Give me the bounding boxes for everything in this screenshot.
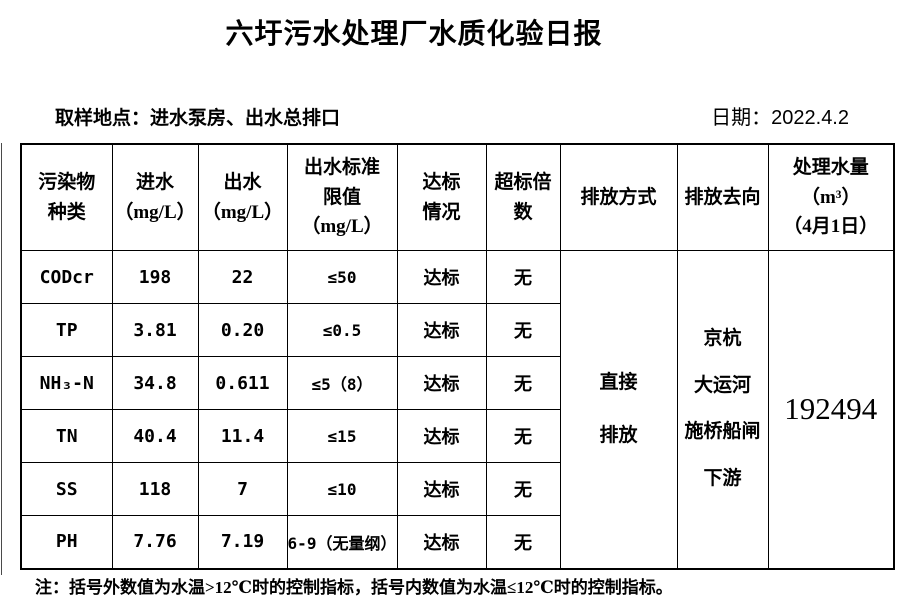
table-row-ph: PH 7.76 7.19 6-9（无量纲） 达标 无 bbox=[20, 515, 894, 569]
table-header-row: 污染物 种类 进水 （mg/L） 出水 （mg/L） 出水标准 限值 （mg/L… bbox=[20, 143, 895, 251]
limit-value: ≤5（8） bbox=[286, 356, 398, 410]
pollutant-name: CODcr bbox=[20, 250, 113, 304]
table-row-tn: TN 40.4 11.4 ≤15 达标 无 bbox=[20, 409, 894, 463]
table-row-ss: SS 118 7 ≤10 达标 无 bbox=[20, 462, 894, 516]
page-title: 六圩污水处理厂水质化验日报 bbox=[225, 19, 603, 50]
col-header-exceed-multiple: 超标倍 数 bbox=[485, 143, 561, 251]
limit-value: 6-9（无量纲） bbox=[286, 515, 398, 569]
exceed-value: 无 bbox=[485, 462, 561, 516]
influent-value: 40.4 bbox=[111, 409, 199, 463]
compliance-value: 达标 bbox=[396, 462, 487, 516]
compliance-value: 达标 bbox=[396, 409, 487, 463]
col-header-discharge-dest: 排放去向 bbox=[676, 143, 769, 251]
report-date: 日期：2022.4.2 bbox=[711, 107, 849, 129]
influent-value: 198 bbox=[111, 250, 199, 304]
discharge-destination-cell: 京杭 大运河 施桥船闸 下游 bbox=[676, 250, 769, 569]
col-header-influent: 进水 （mg/L） bbox=[111, 143, 199, 251]
effluent-value: 11.4 bbox=[197, 409, 288, 463]
col-header-pollutant-type: 污染物 种类 bbox=[20, 143, 113, 251]
treated-volume-cell: 192494 bbox=[767, 250, 895, 569]
effluent-value: 7.19 bbox=[197, 515, 288, 569]
discharge-method-cell: 直接 排放 bbox=[559, 250, 678, 569]
footnote: 注：括号外数值为水温>12℃时的控制指标，括号内数值为水温≤12℃时的控制指标。 bbox=[35, 578, 673, 597]
influent-value: 34.8 bbox=[111, 356, 199, 410]
effluent-value: 0.20 bbox=[197, 303, 288, 357]
pollutant-name: NH₃-N bbox=[20, 356, 113, 410]
table-row-nh3n: NH₃-N 34.8 0.611 ≤5（8） 达标 无 bbox=[20, 356, 894, 410]
pollutant-name: TN bbox=[20, 409, 113, 463]
pollutant-name: SS bbox=[20, 462, 113, 516]
limit-value: ≤50 bbox=[286, 250, 398, 304]
pollutant-name: TP bbox=[20, 303, 113, 357]
compliance-value: 达标 bbox=[396, 356, 487, 410]
compliance-value: 达标 bbox=[396, 250, 487, 304]
effluent-value: 7 bbox=[197, 462, 288, 516]
col-header-effluent: 出水 （mg/L） bbox=[197, 143, 288, 251]
exceed-value: 无 bbox=[485, 409, 561, 463]
col-header-treated-volume: 处理水量 （m³） （4月1日） bbox=[767, 143, 895, 251]
table-row-tp: TP 3.81 0.20 ≤0.5 达标 无 bbox=[20, 303, 894, 357]
sampling-location-label: 取样地点：进水泵房、出水总排口 bbox=[55, 108, 341, 129]
limit-value: ≤10 bbox=[286, 462, 398, 516]
influent-value: 118 bbox=[111, 462, 199, 516]
water-quality-table: 污染物 种类 进水 （mg/L） 出水 （mg/L） 出水标准 限值 （mg/L… bbox=[20, 143, 895, 570]
table-row-codcr: CODcr 198 22 ≤50 达标 无 直接 排放 京杭 大运河 施桥船闸 … bbox=[20, 250, 895, 569]
exceed-value: 无 bbox=[485, 356, 561, 410]
effluent-value: 0.611 bbox=[197, 356, 288, 410]
compliance-value: 达标 bbox=[396, 515, 487, 569]
limit-value: ≤15 bbox=[286, 409, 398, 463]
exceed-value: 无 bbox=[485, 515, 561, 569]
exceed-value: 无 bbox=[485, 303, 561, 357]
influent-value: 3.81 bbox=[111, 303, 199, 357]
col-header-effluent-limit: 出水标准 限值 （mg/L） bbox=[286, 143, 398, 251]
effluent-value: 22 bbox=[197, 250, 288, 304]
compliance-value: 达标 bbox=[396, 303, 487, 357]
limit-value: ≤0.5 bbox=[286, 303, 398, 357]
report-subheader: 取样地点：进水泵房、出水总排口 日期：2022.4.2 bbox=[55, 101, 849, 130]
col-header-compliance: 达标 情况 bbox=[396, 143, 487, 251]
pollutant-name: PH bbox=[20, 515, 113, 569]
scan-edge-line bbox=[1, 143, 2, 575]
exceed-value: 无 bbox=[485, 250, 561, 304]
influent-value: 7.76 bbox=[111, 515, 199, 569]
col-header-discharge-method: 排放方式 bbox=[559, 143, 678, 251]
